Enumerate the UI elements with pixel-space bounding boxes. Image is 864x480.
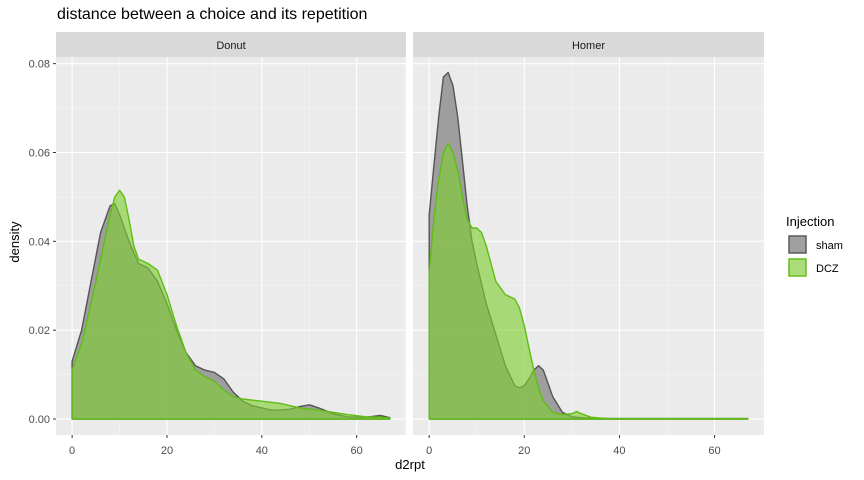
legend-label-DCZ: DCZ [816, 263, 839, 275]
legend-key-sham [788, 235, 807, 254]
panels-layer: Donut 0 20 40 60 0.00 0.02 0.04 0.06 0.08 Homer 0 20… [29, 32, 764, 457]
y-tick-label: 0.08 [29, 59, 50, 71]
x-tick-label: 40 [256, 445, 268, 457]
facet-strip [413, 32, 764, 57]
density-area-DCZ [71, 189, 391, 420]
x-axis-title: d2rpt [395, 457, 425, 472]
legend-key-DCZ [788, 258, 807, 277]
x-tick-label: 20 [518, 445, 530, 457]
density-area-DCZ [428, 142, 749, 420]
x-tick-label: 40 [613, 445, 625, 457]
legend: Injection sham DCZ [786, 214, 843, 277]
y-axis-title: density [7, 221, 22, 263]
y-tick-label: 0.04 [29, 236, 50, 248]
x-tick-label: 60 [351, 445, 363, 457]
x-tick-label: 60 [708, 445, 720, 457]
y-tick-label: 0.00 [29, 414, 50, 426]
y-tick-label: 0.06 [29, 147, 50, 159]
panel-homer: Homer 0 20 40 60 [413, 32, 764, 457]
legend-label-sham: sham [816, 240, 843, 252]
x-tick-label: 0 [69, 445, 75, 457]
y-tick-label: 0.02 [29, 325, 50, 337]
facet-strip-label: Homer [572, 40, 605, 52]
x-tick-label: 20 [161, 445, 173, 457]
chart-title: distance between a choice and its repeti… [57, 6, 368, 23]
facet-strip-label: Donut [216, 40, 245, 52]
x-tick-label: 0 [426, 445, 432, 457]
panel-donut: Donut 0 20 40 60 0.00 0.02 0.04 0.06 0.08 [29, 32, 406, 457]
legend-title: Injection [786, 214, 834, 229]
facet-strip [56, 32, 406, 57]
